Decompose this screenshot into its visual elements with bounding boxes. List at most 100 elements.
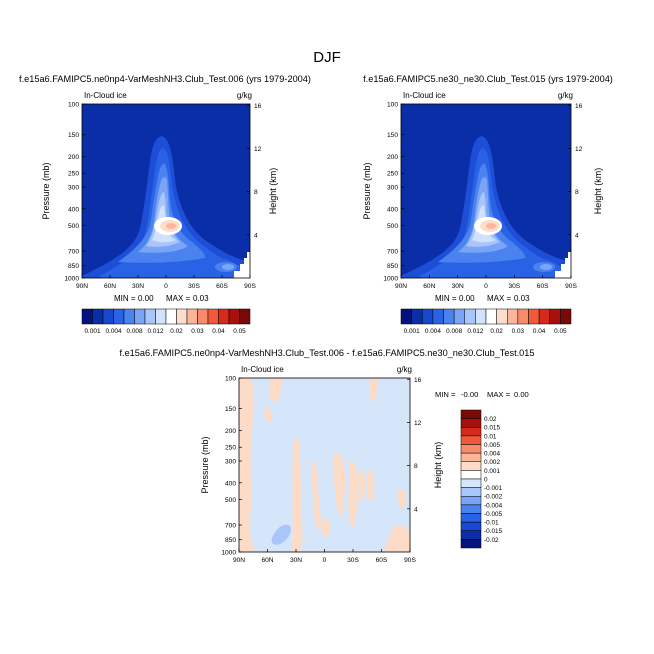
panel-b-xtick-label: 0 (484, 283, 488, 290)
colorbar-b-swatch (485, 308, 497, 325)
panel-b-axes: 100 150 200 250 300 400 500 700 850 1000 4 8 12 16 90N… (383, 102, 582, 291)
colorbar-a-swatch (176, 308, 188, 325)
panel-c-min-label: MIN = (435, 390, 456, 399)
colorbar-b-label: 0.05 (554, 328, 567, 335)
colorbar-a-swatch (155, 308, 167, 325)
colorbar-a-swatch (144, 308, 156, 325)
panel-b-ytick-label: 400 (387, 206, 398, 213)
colorbar-a-swatch (197, 308, 209, 325)
panel-a-ytick-label: 500 (68, 223, 79, 230)
colorbar-a-swatch (134, 308, 146, 325)
panel-b-htick-label: 16 (575, 103, 583, 110)
colorbar-b-swatch (422, 308, 434, 325)
colorbar-a-label: 0.001 (85, 328, 101, 335)
colorbar-a-label: 0.04 (212, 328, 225, 335)
colorbar-b-label: 0.001 (404, 328, 420, 335)
panel-b-ytick-label: 500 (387, 223, 398, 230)
panel-b-ytick-label: 250 (387, 171, 398, 178)
panel-c-ytick-label: 300 (225, 459, 236, 466)
colorbar-a-swatch (165, 308, 177, 325)
panel-b-ylabel: Pressure (mb) (362, 162, 372, 219)
panel-c-ytick-label: 700 (225, 523, 236, 530)
colorbar-diff-label: -0.001 (484, 485, 503, 492)
colorbar-diff-label: -0.005 (484, 511, 503, 518)
colorbar-a-swatch (123, 308, 135, 325)
colorbar-b-label: 0.004 (425, 328, 441, 335)
panel-b-ytick-label: 700 (387, 249, 398, 256)
panel-a-ylabel-right: Height (km) (268, 168, 278, 215)
panel-a-max-label: MAX = (166, 294, 191, 303)
panel-c-ytick-label: 400 (225, 480, 236, 487)
colorbar-b-swatch (464, 308, 476, 325)
panel-c-field (239, 378, 410, 552)
colorbar-b-swatch (475, 308, 487, 325)
panel-a-variable: In-Cloud ice (84, 91, 127, 100)
colorbar-diff-swatch (460, 444, 482, 454)
colorbar-diff-swatch (460, 539, 482, 549)
panel-a-title: f.e15a6.FAMIPC5.ne0np4-VarMeshNH3.Club_T… (19, 74, 311, 84)
colorbar-b-swatch (400, 308, 412, 325)
colorbar-diff-swatch (460, 496, 482, 506)
colorbar-b-label: 0.04 (533, 328, 546, 335)
panel-c-max: 0.00 (514, 390, 529, 399)
colorbar-diff-swatch (460, 461, 482, 471)
panel-difference: f.e15a6.FAMIPC5.ne0np4-VarMeshNH3.Club_T… (119, 348, 534, 564)
panel-c-xtick-label: 60N (261, 557, 273, 564)
panel-c-xtick-label: 90S (404, 557, 416, 564)
panel-b-ytick-label: 200 (387, 154, 398, 161)
panel-c-htick-label: 16 (414, 377, 422, 384)
panel-c-ylabel: Pressure (mb) (200, 436, 210, 493)
panel-a-xtick-label: 60S (216, 283, 228, 290)
colorbar-diff-label: 0.015 (484, 425, 500, 432)
panel-model-b: f.e15a6.FAMIPC5.ne30_ne30.Club_Test.015 … (362, 74, 613, 335)
colorbar-a-label: 0.008 (127, 328, 143, 335)
colorbar-a-swatch (113, 308, 125, 325)
colorbar-diff-label: 0.001 (484, 468, 500, 475)
colorbar-diff-label: -0.01 (484, 520, 499, 527)
panel-c-ytick-label: 150 (225, 406, 236, 413)
panel-a-xtick-label: 90S (244, 283, 256, 290)
colorbar-b-swatch (538, 308, 550, 325)
panel-b-xtick-label: 90N (395, 283, 407, 290)
panel-b-max-label: MAX = (487, 294, 512, 303)
panel-a-htick-label: 16 (254, 103, 262, 110)
panel-a-field (82, 104, 250, 278)
colorbar-diff-swatch (460, 487, 482, 497)
colorbar-diff-swatch (460, 521, 482, 531)
colorbar-diff-swatch (460, 427, 482, 437)
panel-c-units: g/kg (397, 365, 412, 374)
colorbar-b-swatch (507, 308, 519, 325)
panel-a-xtick-label: 60N (104, 283, 116, 290)
colorbar-diff-label: -0.004 (484, 502, 503, 509)
colorbar-b-label: 0.03 (512, 328, 525, 335)
colorbar-diff-label: -0.015 (484, 528, 503, 535)
colorbar-diff-swatch (460, 478, 482, 488)
colorbar-b-swatch (411, 308, 423, 325)
panel-c-min: -0.00 (461, 390, 478, 399)
colorbar-a-swatch (239, 308, 251, 325)
colorbar-diff-swatch (460, 530, 482, 540)
panel-c-xtick-label: 60S (376, 557, 388, 564)
panel-c-title: f.e15a6.FAMIPC5.ne0np4-VarMeshNH3.Club_T… (119, 348, 534, 358)
colorbar-diff-swatch (460, 435, 482, 445)
panel-b-xtick-label: 30S (508, 283, 520, 290)
colorbar-a-label: 0.05 (233, 328, 246, 335)
colorbar-b: 0.001 0.004 0.008 0.012 0.02 0.03 0.04 0.05 (400, 308, 572, 335)
colorbar-b-swatch (549, 308, 561, 325)
panel-a-min-label: MIN = (114, 294, 136, 303)
panel-c-ytick-label: 850 (225, 537, 236, 544)
panel-a-htick-label: 8 (254, 189, 258, 196)
colorbar-a-swatch (81, 308, 93, 325)
panel-a-ylabel: Pressure (mb) (41, 162, 51, 219)
panel-b-ytick-label: 1000 (383, 276, 398, 283)
panel-c-xtick-label: 30N (290, 557, 302, 564)
panel-a-ytick-label: 100 (68, 102, 79, 109)
colorbar-a-swatch (218, 308, 230, 325)
panel-a-xtick-label: 90N (76, 283, 88, 290)
panel-b-ytick-label: 100 (387, 102, 398, 109)
panel-c-ytick-label: 100 (225, 376, 236, 383)
colorbar-b-swatch (560, 308, 572, 325)
colorbar-b-label: 0.012 (467, 328, 483, 335)
panel-model-a: f.e15a6.FAMIPC5.ne0np4-VarMeshNH3.Club_T… (19, 74, 311, 335)
